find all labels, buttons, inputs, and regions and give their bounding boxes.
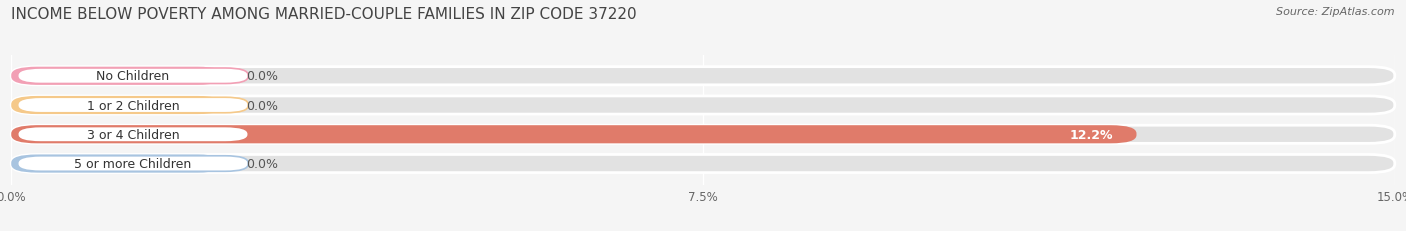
Text: 0.0%: 0.0% bbox=[246, 99, 278, 112]
FancyBboxPatch shape bbox=[18, 69, 249, 84]
Text: 3 or 4 Children: 3 or 4 Children bbox=[87, 128, 180, 141]
Text: Source: ZipAtlas.com: Source: ZipAtlas.com bbox=[1277, 7, 1395, 17]
Text: 5 or more Children: 5 or more Children bbox=[75, 157, 191, 170]
FancyBboxPatch shape bbox=[11, 97, 224, 115]
FancyBboxPatch shape bbox=[11, 155, 224, 173]
Text: 0.0%: 0.0% bbox=[246, 157, 278, 170]
FancyBboxPatch shape bbox=[18, 98, 249, 113]
FancyBboxPatch shape bbox=[11, 155, 1395, 173]
FancyBboxPatch shape bbox=[18, 156, 249, 172]
FancyBboxPatch shape bbox=[11, 67, 1395, 85]
Text: 12.2%: 12.2% bbox=[1070, 128, 1114, 141]
FancyBboxPatch shape bbox=[11, 126, 1395, 144]
FancyBboxPatch shape bbox=[11, 67, 224, 85]
FancyBboxPatch shape bbox=[11, 97, 1395, 115]
FancyBboxPatch shape bbox=[11, 126, 1136, 144]
Text: INCOME BELOW POVERTY AMONG MARRIED-COUPLE FAMILIES IN ZIP CODE 37220: INCOME BELOW POVERTY AMONG MARRIED-COUPL… bbox=[11, 7, 637, 22]
Text: 1 or 2 Children: 1 or 2 Children bbox=[87, 99, 180, 112]
Text: 0.0%: 0.0% bbox=[246, 70, 278, 83]
Text: No Children: No Children bbox=[97, 70, 170, 83]
FancyBboxPatch shape bbox=[18, 127, 249, 142]
